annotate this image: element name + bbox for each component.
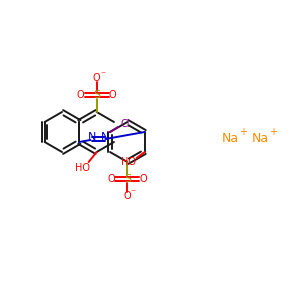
- Text: Na: Na: [251, 131, 268, 145]
- Text: +: +: [239, 127, 247, 137]
- Text: O: O: [109, 90, 116, 100]
- Text: Na: Na: [221, 131, 239, 145]
- Text: HO: HO: [75, 163, 90, 173]
- Text: HO: HO: [121, 157, 136, 167]
- Text: S: S: [93, 90, 100, 100]
- Text: O: O: [93, 73, 101, 83]
- Text: +: +: [269, 127, 277, 137]
- Text: O: O: [124, 191, 131, 201]
- Text: ⁻: ⁻: [131, 188, 136, 198]
- Text: ⁻: ⁻: [100, 70, 105, 80]
- Text: S: S: [124, 174, 131, 184]
- Text: N: N: [101, 132, 110, 142]
- Text: O: O: [140, 174, 147, 184]
- Text: O: O: [77, 90, 85, 100]
- Text: N: N: [88, 132, 97, 142]
- Text: Cl: Cl: [120, 119, 130, 129]
- Text: O: O: [107, 174, 115, 184]
